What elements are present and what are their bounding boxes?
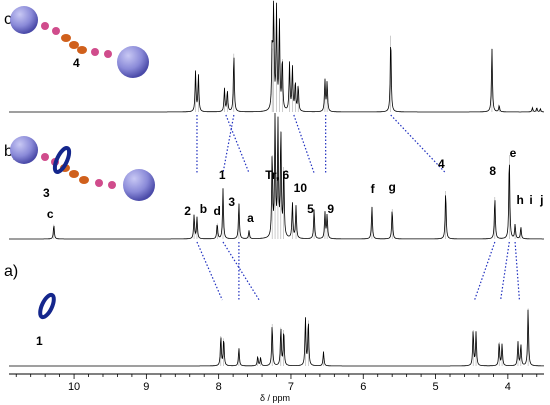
rotaxane-cartoon-3 — [10, 136, 155, 201]
spectrum-trace — [9, 112, 544, 240]
correlation-line-6 — [196, 241, 223, 301]
x-tick-label-5: 5 — [432, 381, 438, 393]
peak-label-8: 10 — [294, 181, 308, 195]
peak-label-14: 8 — [489, 164, 496, 178]
correlation-lines — [196, 114, 521, 301]
x-tick-label-6: 6 — [360, 381, 366, 393]
peak-label-4: 1 — [219, 168, 226, 182]
correlation-line-9 — [500, 241, 510, 301]
peak-label-0: c — [47, 207, 54, 221]
macrocycle-ring — [38, 292, 56, 320]
correlation-line-7 — [222, 241, 260, 301]
correlation-line-10 — [514, 241, 521, 301]
compound-label-1: 1 — [36, 334, 43, 348]
spectrum-b — [9, 112, 544, 240]
correlation-line-3 — [293, 114, 315, 174]
spectrum-c — [9, 0, 544, 113]
peak-label-3: d — [214, 204, 221, 218]
x-axis: 10 9 8 7 6 5 4 — [9, 373, 544, 393]
peak-label-2: b — [200, 202, 207, 216]
correlation-line-1 — [225, 114, 250, 174]
peak-label-7: Tr, 6 — [265, 168, 289, 182]
peak-label-15: e — [510, 146, 517, 160]
peak-label-5: 3 — [228, 195, 235, 209]
correlation-line-5 — [390, 114, 447, 174]
peak-label-18: j — [539, 193, 543, 207]
peak-labels: c 2 b d 13a Tr, 6 10 5 9 f g 4 8e h i j — [47, 146, 544, 225]
x-tick-label-4: 4 — [505, 381, 511, 393]
peak-label-6: a — [247, 211, 254, 225]
x-tick-label-9: 9 — [143, 381, 149, 393]
compound-label-4: 4 — [73, 56, 80, 70]
spectrum-a — [9, 308, 544, 367]
peak-label-17: i — [529, 193, 532, 207]
compound-label-3: 3 — [43, 186, 50, 200]
spectra — [9, 0, 544, 367]
peak-label-1: 2 — [184, 204, 191, 218]
x-tick-label-8: 8 — [216, 381, 222, 393]
x-tick-label-10: 10 — [68, 381, 80, 393]
peak-label-10: 9 — [327, 202, 334, 216]
panel-label-a: a) — [4, 263, 18, 280]
rotaxane-cartoon-4 — [10, 6, 149, 78]
peak-label-11: f — [371, 182, 376, 196]
spectrum-trace — [9, 0, 544, 113]
peak-label-16: h — [516, 193, 523, 207]
peak-label-9: 5 — [307, 202, 314, 216]
spectrum-trace — [9, 309, 544, 367]
peak-label-13: 4 — [438, 157, 445, 171]
correlation-line-2 — [222, 114, 235, 174]
x-tick-label-7: 7 — [288, 381, 294, 393]
x-axis-label: δ / ppm — [260, 393, 290, 403]
peak-label-12: g — [389, 180, 396, 194]
correlation-line-11 — [474, 241, 496, 301]
